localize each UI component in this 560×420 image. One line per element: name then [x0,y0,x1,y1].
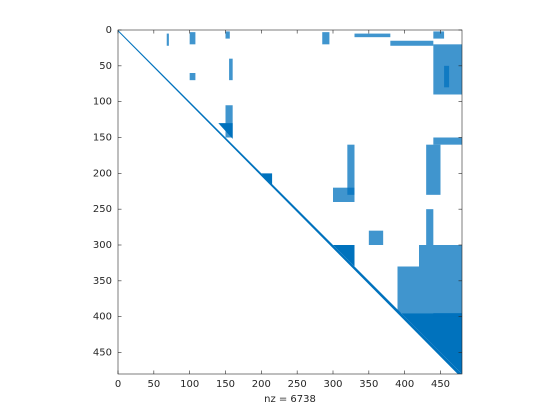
nonzero-block [225,105,233,138]
nonzero-block [433,313,462,317]
x-tick-label: 250 [288,379,307,390]
nonzero-block [397,266,462,314]
x-tick-label: 400 [395,379,414,390]
nonzero-region [401,313,462,374]
x-tick-label: 450 [431,379,450,390]
x-tick-label: 100 [180,379,199,390]
x-tick-label: 200 [252,379,271,390]
x-tick-label: 50 [147,379,160,390]
x-tick-label: 150 [216,379,235,390]
nonzero-region [118,30,462,374]
nonzero-region [333,245,355,267]
nonzero-block [189,73,196,81]
y-tick-label: 450 [93,348,112,359]
y-tick-label: 300 [93,240,112,251]
y-tick-label: 0 [106,25,112,36]
nonzero-block [354,33,391,38]
y-tick-label: 100 [93,97,112,108]
nonzero-block [444,65,450,88]
nonzero-block [333,187,355,202]
nonzero-block [368,230,384,245]
y-tick-label: 350 [93,276,112,287]
nonzero-block [322,32,330,45]
y-tick-label: 50 [99,61,112,72]
x-tick-label: 300 [323,379,342,390]
nonzero-block [225,31,230,39]
nonzero-block [426,209,434,245]
nonzero-region [261,173,273,186]
x-tick-label: 0 [115,379,121,390]
y-tick-label: 400 [93,312,112,323]
nonzero-block [229,58,233,81]
x-tick-label: 350 [359,379,378,390]
nonzero-block [347,144,355,195]
axes-box [117,29,463,375]
nonzero-block [433,31,445,39]
nonzero-block [419,245,462,267]
nonzero-block [426,144,441,195]
nonzero-block [433,137,462,145]
nonzero-block [189,32,196,45]
x-axis-label: nz = 6738 [264,394,316,405]
y-tick-label: 200 [93,168,112,179]
y-tick-label: 150 [93,133,112,144]
nonzero-block [166,33,169,46]
y-tick-label: 250 [93,204,112,215]
nonzero-block [390,40,434,46]
